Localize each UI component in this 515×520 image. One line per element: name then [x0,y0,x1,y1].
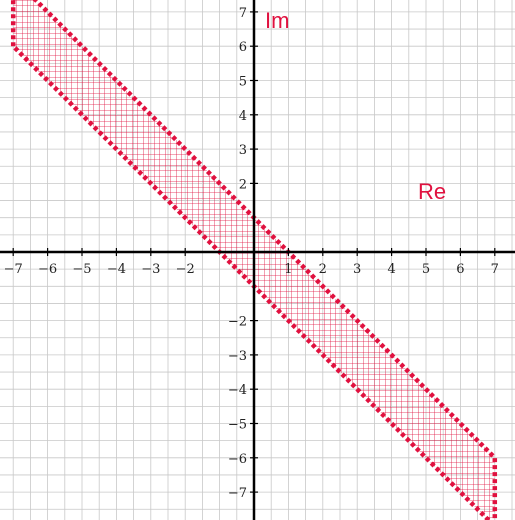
y-tick-label: −2 [228,315,247,330]
x-tick-label: 7 [491,262,499,277]
y-tick-label: 2 [239,177,247,192]
y-axis-label-im: Im [265,8,289,33]
x-tick-label: 4 [387,262,395,277]
x-tick-label: −4 [107,262,126,277]
y-tick-label: −4 [228,383,247,398]
x-tick-label: 5 [422,262,430,277]
y-tick-label: 4 [239,109,247,124]
x-tick-label: −6 [38,262,57,277]
tick-labels: −7 −6 −5 −4 −3 −2 1 2 3 4 5 6 7 7 6 5 4 3 2 −2 −3 −4 −5 −6 −7 [4,6,499,501]
x-tick-label: 1 [284,262,292,277]
y-tick-label: −3 [228,349,247,364]
x-tick-label: −2 [176,262,195,277]
y-tick-label: 6 [239,40,247,55]
x-tick-label: −5 [72,262,91,277]
x-tick-label: 3 [353,262,361,277]
x-tick-label: −3 [141,262,160,277]
x-axis-label-re: Re [418,179,446,204]
y-tick-label: 3 [239,143,247,158]
x-tick-label: −7 [4,262,23,277]
y-tick-label: −7 [228,486,247,501]
y-tick-label: 5 [239,75,247,90]
x-tick-label: 6 [456,262,464,277]
y-tick-label: −5 [228,418,247,433]
x-tick-label: 2 [319,262,327,277]
y-tick-label: −6 [228,452,247,467]
y-tick-label: 7 [239,6,247,21]
